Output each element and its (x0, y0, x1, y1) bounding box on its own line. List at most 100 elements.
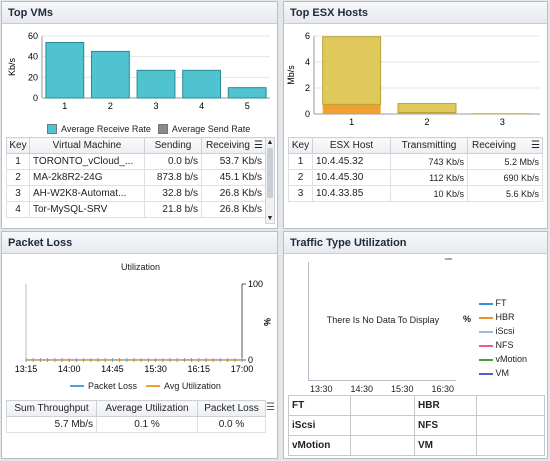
column-header-key[interactable]: Key (6, 137, 30, 154)
top-vms-panel: Top VMs 0 20 40 60 Kb/s 1 2 3 4 5 Average Receive… (1, 1, 278, 229)
legend-item-vmotion: vMotion (479, 352, 527, 366)
bar-receive (90, 50, 130, 99)
y-tick-label: 6 (305, 31, 310, 41)
legend-item-nfs: NFS (479, 338, 527, 352)
traffic-chart-area: There Is No Data To Display (308, 262, 456, 381)
x-tick: 13:30 (310, 384, 333, 394)
x-tick-label: 2 (108, 101, 113, 111)
table-row[interactable]: 1 TORONTO_vCloud_... 0.0 b/s 53.7 Kb/s (6, 153, 266, 170)
column-menu-icon[interactable]: ☰ (531, 140, 540, 151)
column-menu-icon[interactable]: ☰ (266, 402, 275, 413)
y-tick-label: 20 (28, 72, 38, 82)
column-header-sending[interactable]: Sending (144, 137, 202, 154)
legend-item-iscsi: iScsi (479, 324, 527, 338)
scroll-thumb[interactable] (267, 148, 273, 198)
top-vms-title: Top VMs (2, 2, 277, 24)
bar-receive (322, 36, 382, 105)
top-esx-title: Top ESX Hosts (284, 2, 547, 24)
column-header-vm[interactable]: Virtual Machine (29, 137, 145, 154)
legend-receive-label: Average Receive Rate (61, 124, 151, 134)
traffic-type-title: Traffic Type Utilization (284, 232, 547, 254)
utilization-legend: Packet Loss Avg Utilization (70, 381, 221, 391)
y-tick-label: 2 (305, 83, 310, 93)
y-axis-label: Mb/s (286, 65, 296, 85)
y-axis-label: % (262, 318, 272, 326)
traffic-type-grid: FT HBR iScsi NFS vMotion VM (288, 395, 545, 456)
column-menu-icon[interactable]: ☰ (254, 140, 263, 151)
table-row[interactable]: 1 10.4.45.32 743 Kb/s 5.2 Mb/s (288, 153, 543, 170)
packet-loss-summary-table: Sum Throughput Average Utilization Packe… (6, 400, 266, 433)
bar-send (91, 97, 130, 98)
bar-receive (227, 87, 267, 99)
table-row: iScsi NFS (288, 415, 545, 436)
column-header-avg-util[interactable]: Average Utilization (96, 400, 198, 417)
legend-packet-loss-label: Packet Loss (88, 381, 138, 391)
x-tick: 14:30 (350, 384, 374, 394)
table-row[interactable]: 2 MA-2k8R2-24G 873.8 b/s 45.1 Kb/s (6, 169, 266, 186)
x-tick-label: 3 (153, 101, 158, 111)
y-tick-label: 0 (305, 109, 310, 119)
table-row[interactable]: 3 AH-W2K8-Automat... 32.8 b/s 26.8 Kb/s (6, 185, 266, 202)
bar-transmit (397, 112, 457, 114)
bar-transmit (322, 104, 381, 114)
utilization-chart: 0 100% 13:15 14:00 14:45 15:30 16:15 17:00 (15, 279, 272, 374)
table-row[interactable]: 2 10.4.45.30 112 Kb/s 690 Kb/s (288, 169, 543, 186)
x-tick-label: 5 (245, 101, 250, 111)
y-tick-label: 40 (28, 52, 38, 62)
table-row[interactable]: 5.7 Mb/s 0.1 % 0.0 % (6, 416, 266, 433)
column-header-sum-throughput[interactable]: Sum Throughput (6, 400, 97, 417)
x-tick-label: 13:15 (15, 364, 38, 374)
legend-swatch-send (157, 124, 168, 134)
legend-line-packet-loss (70, 385, 84, 387)
column-header-receiving[interactable]: Receiving ☰ (201, 137, 266, 154)
top-vms-legend: Average Receive Rate Average Send Rate (47, 124, 250, 134)
table-row[interactable]: 4 Tor-MySQL-SRV 21.8 b/s 26.8 Kb/s (6, 201, 266, 218)
x-tick-label: 14:00 (58, 364, 81, 374)
column-header-key[interactable]: Key (288, 137, 313, 154)
y-axis-label: Kb/s (7, 57, 17, 76)
bar-receive (397, 103, 457, 114)
x-tick-label: 1 (349, 117, 354, 127)
x-tick-label: 4 (199, 101, 204, 111)
table-row[interactable]: 3 10.4.33.85 10 Kb/s 5.6 Kb/s (288, 185, 543, 202)
column-header-receiving[interactable]: Receiving ☰ (467, 137, 543, 154)
table-row: FT HBR (288, 395, 545, 416)
y-tick-label: 100 (248, 279, 263, 289)
y-tick-label: 4 (305, 57, 310, 67)
bar-receive (45, 42, 85, 99)
column-header-transmitting[interactable]: Transmitting (390, 137, 468, 154)
plot-area (26, 284, 242, 360)
bar-receive (136, 69, 176, 99)
x-tick-label: 15:30 (144, 364, 167, 374)
x-tick-label: 16:15 (188, 364, 211, 374)
column-header-packet-loss[interactable]: Packet Loss (197, 400, 266, 417)
x-tick: 16:30 (431, 384, 454, 394)
traffic-y-label: % (463, 314, 472, 324)
top-vms-table: Key Virtual Machine Sending Receiving ☰ 1… (6, 137, 266, 218)
packet-loss-panel: Packet Loss Utilization 0 100% 13:15 14:00 1… (1, 231, 278, 459)
y-tick-label: 0 (33, 93, 38, 103)
x-tick-label: 17:00 (231, 364, 254, 374)
top-vms-chart: 0 20 40 60 Kb/s 1 2 3 4 5 (7, 31, 270, 111)
scroll-down-arrow[interactable]: ▼ (266, 215, 274, 222)
traffic-legend: FT HBR iScsi NFS vMotion VM (479, 296, 527, 380)
legend-item-vm: VM (479, 366, 527, 380)
x-tick-label: 1 (62, 101, 67, 111)
legend-line-avg-util (146, 385, 161, 387)
bar-receive (182, 69, 222, 99)
legend-avg-util-label: Avg Utilization (164, 381, 221, 391)
scroll-up-arrow[interactable]: ▲ (266, 139, 274, 146)
top-esx-table: Key ESX Host Transmitting Receiving ☰ 1 10… (288, 137, 543, 202)
utilization-chart-title: Utilization (120, 262, 160, 272)
column-header-esx-host[interactable]: ESX Host (312, 137, 391, 154)
no-data-message: There Is No Data To Display (326, 315, 440, 325)
traffic-x-ticks: 13:30 14:30 15:30 16:30 (308, 384, 456, 394)
x-tick-label: 3 (500, 117, 505, 127)
table-scrollbar[interactable]: ▲ ▼ (265, 137, 275, 224)
x-tick-label: 2 (424, 117, 429, 127)
x-tick-label: 14:45 (101, 364, 124, 374)
packet-loss-title: Packet Loss (2, 232, 277, 254)
traffic-type-panel: Traffic Type Utilization ☰ There Is No D… (283, 231, 548, 459)
legend-item-hbr: HBR (479, 310, 527, 324)
table-row: vMotion VM (288, 435, 545, 456)
